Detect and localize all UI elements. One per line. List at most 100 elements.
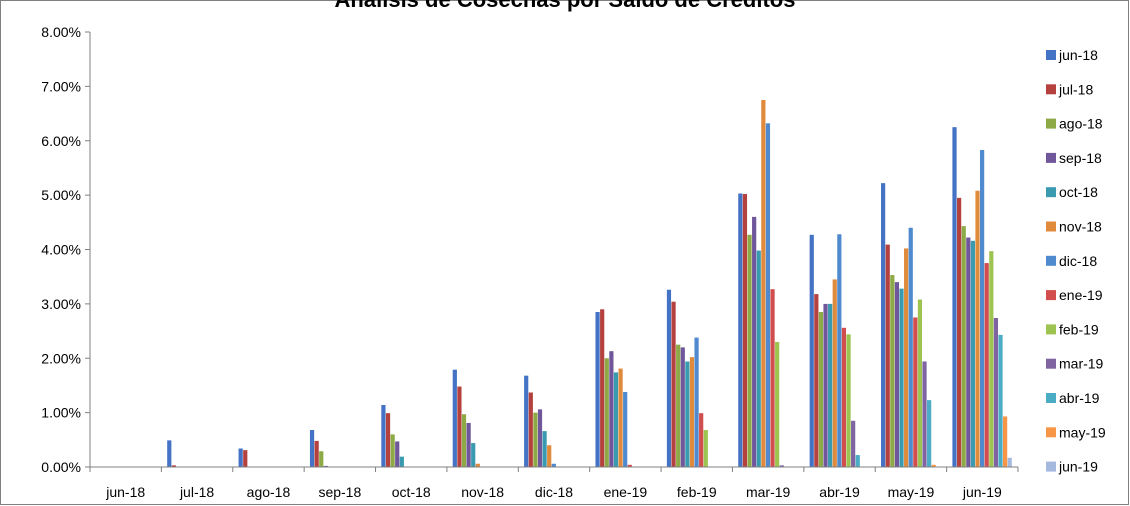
x-tick-label: jun-19 [962,484,1002,500]
x-tick-label: sep-18 [318,484,361,500]
bar-sep-18-sep-18 [323,465,328,467]
bar-mar-19-oct-18 [756,250,761,467]
y-tick-label: 3.00% [41,296,81,312]
legend-label-nov-18: nov-18 [1059,219,1102,235]
x-tick-label: nov-18 [461,484,504,500]
bar-oct-18-oct-18 [399,456,404,467]
bar-ene-19-dic-18 [623,391,628,467]
x-tick-label: ene-19 [604,484,648,500]
bar-abr-19-abr-19 [855,455,860,467]
bar-nov-18-jun-18 [452,369,457,467]
bar-jun-19-jun-19 [1007,457,1012,467]
bar-nov-18-nov-18 [475,463,480,467]
bar-dic-18-sep-18 [537,409,543,467]
legend-label-jul-18: jul-18 [1058,81,1093,97]
bar-mar-19-dic-18 [765,123,771,467]
x-tick-label: ago-18 [247,484,291,500]
bar-dic-18-jun-18 [524,375,529,467]
legend-label-dic-18: dic-18 [1059,253,1097,269]
bar-oct-18-sep-18 [395,441,400,467]
y-tick-label: 1.00% [41,405,81,421]
chart-legend: jun-18 jul-18 ago-18 sep-18 oct-18 nov-18 dic-… [1046,47,1106,475]
bar-ene-19-oct-18 [613,372,619,467]
chart-axes: 0.00% 1.00% 2.00% 3.00% 4.00% 5.00% 6.00% 7.00%… [41,24,1019,500]
bar-feb-19-ene-19 [699,413,704,467]
x-tick-label: dic-18 [535,484,573,500]
bar-mar-19-nov-18 [761,99,766,467]
bar-may-19-jun-18 [881,183,886,467]
bar-mar-19-sep-18 [752,216,757,467]
legend-swatch-jun-19 [1046,461,1056,472]
legend-label-abr-19: abr-19 [1059,390,1100,406]
bar-jun-19-abr-19 [998,334,1003,467]
y-tick-label: 7.00% [41,78,81,94]
bar-may-19-may-19 [931,464,936,467]
bar-feb-19-nov-18 [689,357,695,467]
legend-swatch-jul-18 [1046,84,1056,95]
bar-jun-19-jun-18 [952,127,957,467]
bar-mar-19-ago-18 [747,234,752,467]
y-tick-label: 5.00% [41,187,81,203]
bar-abr-19-jun-18 [809,234,814,467]
bar-may-19-ene-19 [913,317,918,467]
bar-feb-19-feb-19 [703,430,708,467]
bar-jul-18-jun-18 [167,440,172,467]
bar-may-19-nov-18 [904,248,909,467]
x-tick-label: mar-19 [746,484,791,500]
bar-sep-18-jul-18 [314,440,319,467]
legend-label-jun-18: jun-18 [1058,47,1098,63]
legend-label-ene-19: ene-19 [1059,287,1103,303]
bar-abr-19-oct-18 [828,303,833,468]
x-tick-label: feb-19 [677,484,717,500]
legend-swatch-ago-18 [1046,118,1056,129]
bar-dic-18-oct-18 [542,431,547,467]
bar-oct-18-jun-18 [381,405,386,467]
bar-may-19-dic-18 [908,227,913,467]
bar-feb-19-oct-18 [685,361,690,467]
bar-jul-18-jul-18 [171,465,176,467]
bar-nov-18-sep-18 [466,422,471,467]
legend-swatch-ene-19 [1046,290,1056,301]
legend-swatch-may-19 [1046,427,1056,438]
y-tick-label: 2.00% [41,350,81,366]
bar-abr-19-nov-18 [832,279,837,467]
bar-oct-18-jul-18 [385,413,391,467]
bar-abr-19-mar-19 [851,420,856,467]
bar-may-19-sep-18 [894,282,900,468]
legend-swatch-abr-19 [1046,393,1056,403]
bar-dic-18-dic-18 [551,463,556,467]
legend-swatch-feb-19 [1046,324,1056,335]
bar-jun-19-feb-19 [989,251,994,467]
bar-may-19-jul-18 [885,244,890,467]
bar-abr-19-ago-18 [818,312,824,467]
bar-abr-19-sep-18 [823,303,828,468]
bar-dic-18-jul-18 [528,392,533,467]
bar-jun-19-mar-19 [993,318,999,467]
legend-swatch-sep-18 [1046,152,1056,163]
legend-swatch-mar-19 [1046,358,1056,369]
legend-label-feb-19: feb-19 [1059,321,1099,337]
bar-feb-19-sep-18 [680,347,685,468]
bar-ene-19-ene-19 [627,464,632,467]
y-tick-label: 0.00% [41,459,81,475]
legend-swatch-jun-18 [1046,50,1056,60]
bar-jun-19-may-19 [1003,416,1008,467]
chart-marks [167,99,1012,468]
bar-jun-19-ago-18 [961,226,966,467]
bar-jun-19-jul-18 [957,197,962,467]
x-tick-label: jun-18 [105,484,145,500]
bar-abr-19-dic-18 [837,234,842,467]
bar-feb-19-dic-18 [694,337,699,467]
legend-label-oct-18: oct-18 [1059,184,1098,200]
bar-ene-19-jul-18 [600,309,605,467]
bar-nov-18-oct-18 [471,443,476,467]
legend-swatch-dic-18 [1046,255,1056,266]
bar-may-19-oct-18 [899,288,904,467]
bar-abr-19-feb-19 [846,334,851,467]
bar-dic-18-ago-18 [533,412,538,468]
legend-label-jun-19: jun-19 [1058,459,1098,475]
y-tick-label: 6.00% [41,133,81,149]
bar-ago-18-jul-18 [243,450,248,467]
